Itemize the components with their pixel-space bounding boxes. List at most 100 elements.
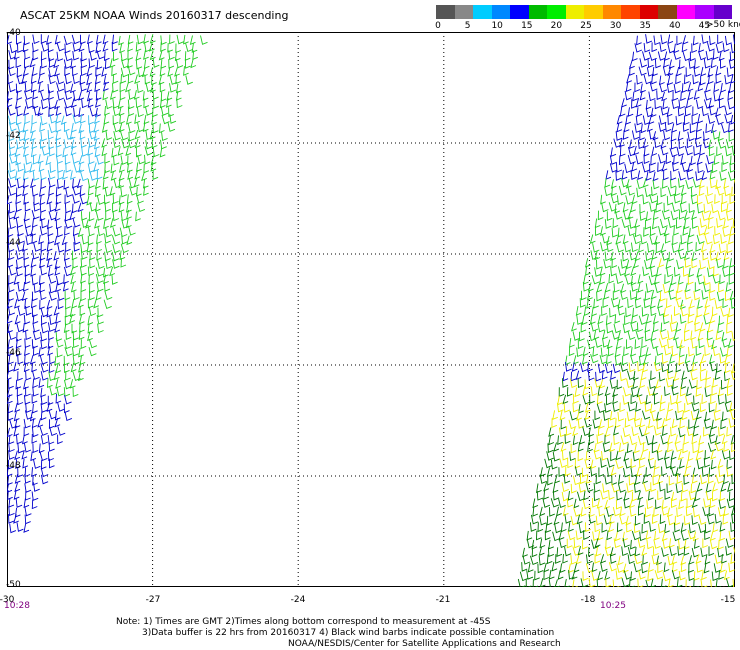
wind-barb [55,194,62,205]
wind-barb [560,419,567,430]
wind-barb [612,218,619,229]
wind-barb [39,355,48,365]
wind-barb [548,579,556,587]
wind-barb [56,51,64,62]
wind-barb [73,290,80,301]
wind-barb [723,218,729,229]
wind-barb [683,515,691,526]
wind-barb [56,82,65,92]
wind-barb [70,59,77,69]
wind-barb [703,563,710,574]
wind-barb [614,355,622,366]
wind-barb [617,299,624,309]
wind-barb [665,378,674,388]
wind-barb [627,226,635,237]
wind-barb [88,115,94,125]
wind-barb [697,443,704,454]
wind-barb [639,531,646,542]
wind-barb [93,162,100,173]
wind-barb [717,91,724,101]
wind-barb [32,403,38,414]
wind-barb [593,482,601,493]
wind-barb [629,579,635,587]
wind-barb [714,435,721,446]
wind-barb [667,75,674,86]
wind-barb [546,451,554,461]
wind-barb [635,155,644,165]
wind-barb [728,307,734,318]
wind-barb [728,234,734,245]
wind-barb [46,299,53,310]
wind-barb [726,203,732,213]
wind-barb [726,378,733,389]
wind-barb [640,347,646,358]
wind-barb [729,290,735,301]
wind-barb [588,434,595,445]
wind-barb [13,411,20,422]
wind-barb [657,306,666,317]
wind-barb [63,35,72,46]
wind-barb [592,243,600,253]
wind-barb [699,474,707,485]
wind-barb [23,314,31,325]
wind-barb [23,498,30,509]
wind-barb [80,273,86,284]
wind-barb [712,274,721,284]
wind-barb [32,171,40,181]
wind-barb [645,347,652,357]
wind-barb [65,330,72,340]
wind-barb [708,546,715,557]
wind-barb [70,139,77,150]
wind-barb [695,171,702,181]
wind-barb [717,394,725,405]
wind-barb [721,411,728,422]
wind-barb [639,130,645,141]
wind-barb [639,211,646,221]
legend-swatch [639,5,658,19]
wind-barb [77,227,84,238]
wind-barb [559,563,566,574]
wind-barb [596,499,603,509]
wind-barb [118,106,125,117]
wind-barb [663,51,670,62]
wind-barb [586,299,592,309]
wind-barb [143,163,150,174]
wind-barb [728,562,735,573]
wind-barb [591,306,597,317]
wind-barb [700,242,707,253]
wind-barb [39,290,47,301]
wind-barb [688,379,697,389]
wind-map[interactable] [7,32,735,587]
wind-barb [611,186,617,197]
wind-barb [25,403,32,413]
wind-barb [703,203,710,214]
wind-barb [654,570,663,580]
wind-barb [677,178,685,188]
wind-barb [733,547,735,555]
wind-barb [661,210,670,220]
wind-barb [726,386,733,396]
wind-barb [126,209,132,220]
wind-barb [634,251,641,262]
wind-barb [630,394,637,405]
wind-barb [127,65,136,76]
wind-barb [89,283,95,294]
wind-barb [39,451,48,462]
wind-barb [55,138,62,148]
wind-barb [698,186,705,197]
wind-barb [729,194,735,205]
wind-barb [87,298,94,309]
wind-barb [40,371,49,381]
wind-barb [21,449,28,460]
wind-barb [636,35,642,46]
wind-barb [715,107,721,117]
wind-barb [55,393,62,404]
wind-barb [40,467,49,478]
wind-barb [718,282,724,293]
wind-barb [7,346,14,357]
wind-barb [613,435,620,446]
wind-barb [95,273,104,284]
wind-barb [719,491,726,502]
wind-barb [81,51,87,62]
wind-barb [696,155,703,165]
